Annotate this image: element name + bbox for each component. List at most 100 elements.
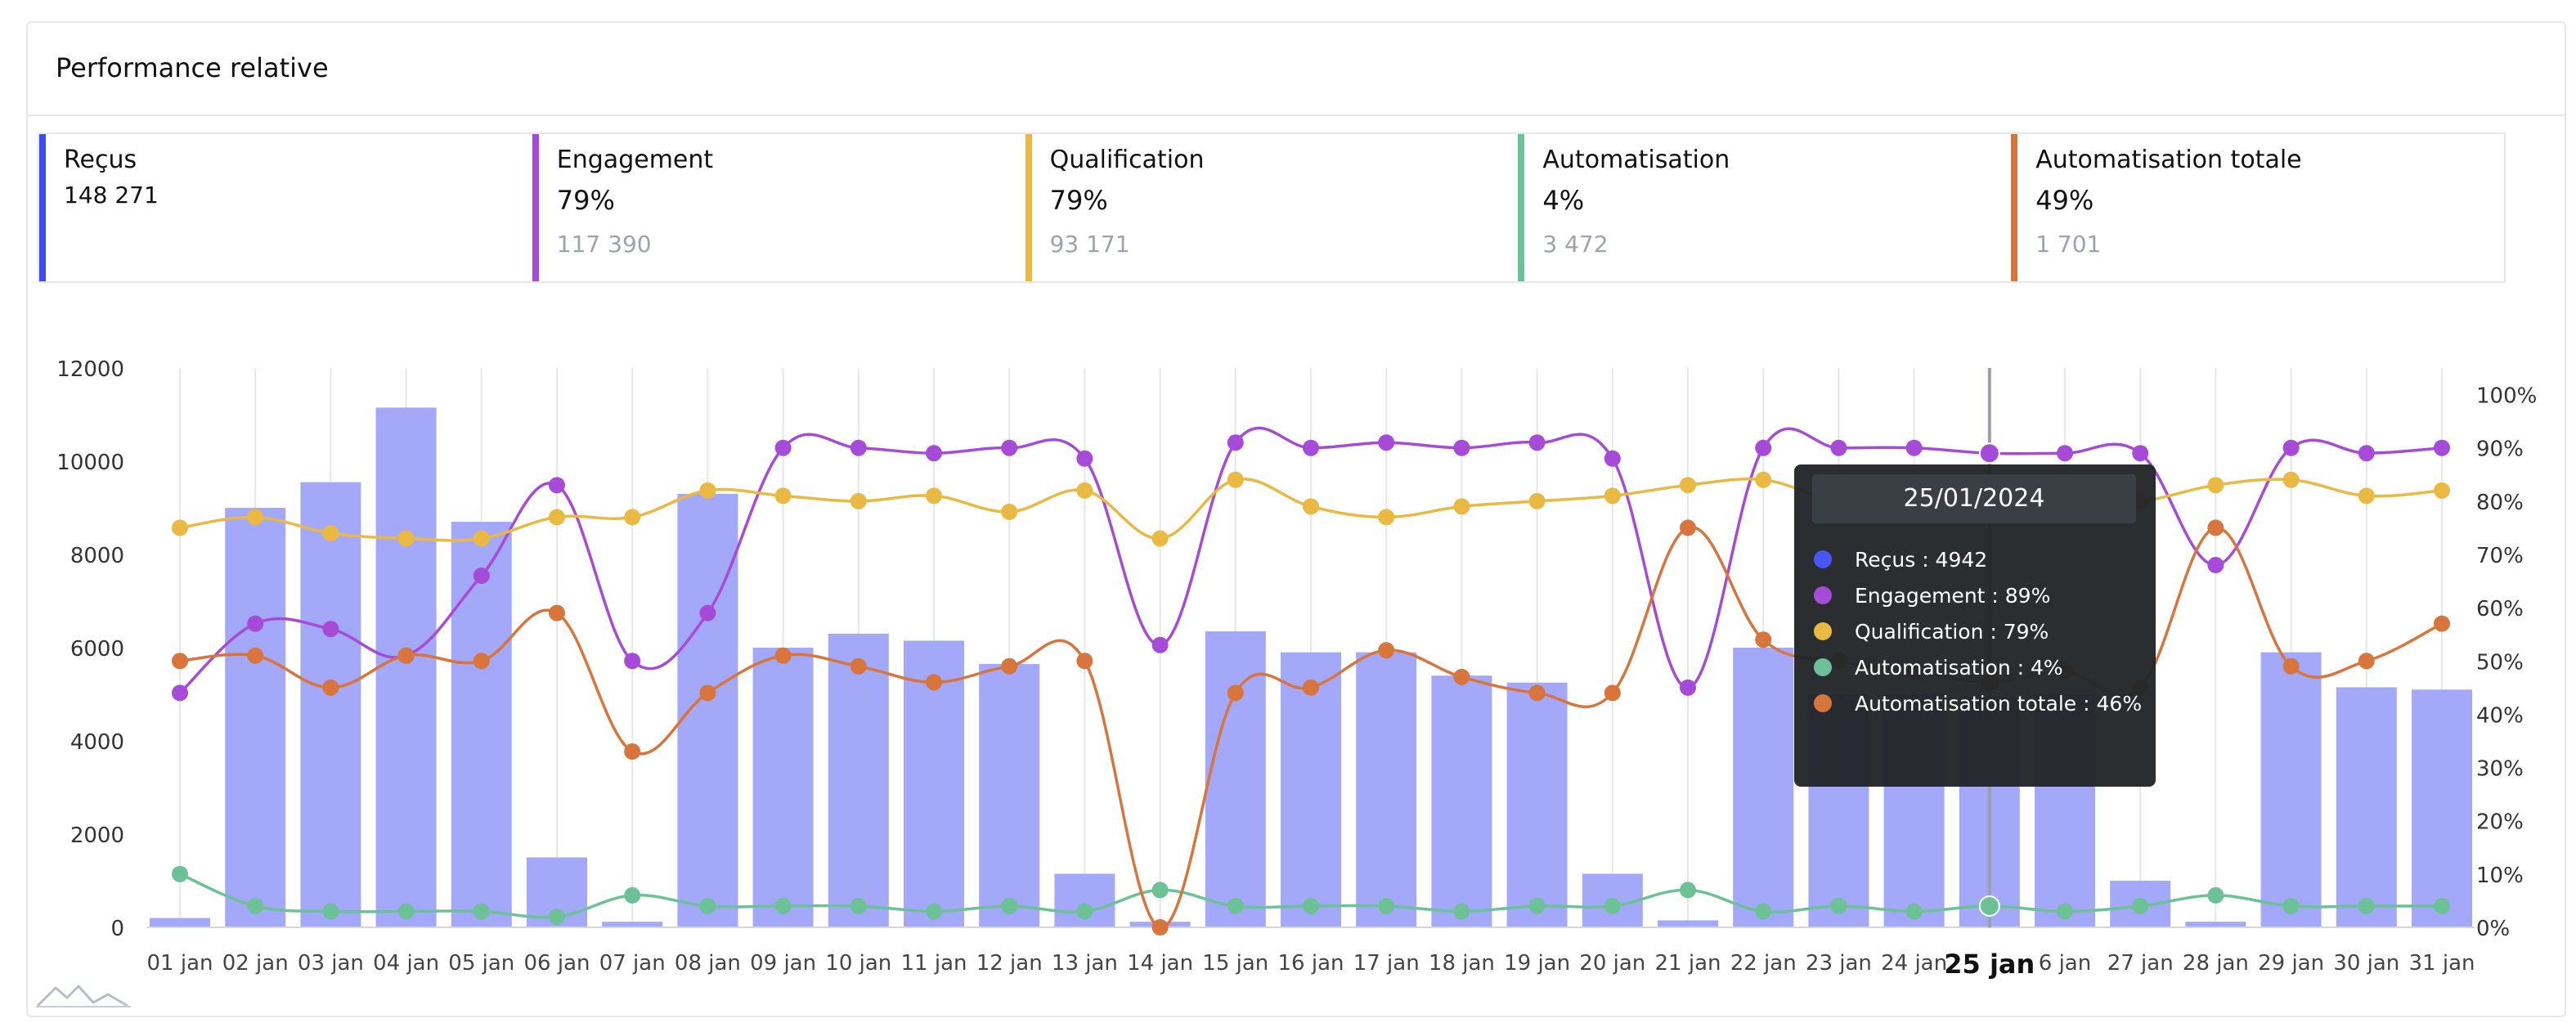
brand-logo-icon	[36, 985, 131, 1007]
stat-sub: 1 701	[2035, 231, 2102, 258]
data-point	[850, 897, 867, 914]
data-point	[397, 530, 415, 547]
data-point	[397, 647, 415, 664]
x-tick-label: 14 jan	[1127, 951, 1193, 976]
data-point	[1830, 897, 1847, 914]
data-point	[699, 482, 716, 499]
data-point	[2282, 439, 2300, 456]
data-point	[1303, 439, 1319, 456]
data-point	[1378, 897, 1395, 914]
tooltip-row-automatisation: Automatisation : 4%	[1814, 651, 2063, 684]
stat-label: Automatisation totale	[2035, 146, 2302, 174]
data-point	[172, 519, 188, 536]
data-point	[1076, 903, 1093, 920]
x-tick-label: 09 jan	[750, 951, 816, 976]
stat-automatisation-totale[interactable]: Automatisation totale 49% 1 701	[2011, 134, 2504, 281]
bar	[677, 493, 738, 927]
y-left-tick-label: 0	[110, 917, 124, 941]
data-point	[774, 647, 792, 664]
x-tick-label: 29 jan	[2258, 951, 2324, 976]
data-point	[1528, 492, 1546, 509]
data-point	[1303, 679, 1319, 696]
x-tick-label: 20 jan	[1579, 951, 1645, 976]
stat-engagement[interactable]: Engagement 79% 117 390	[532, 134, 1025, 281]
y-left-tick-label: 4000	[70, 730, 124, 755]
data-point	[322, 524, 339, 541]
data-point	[1001, 439, 1018, 456]
bar	[451, 522, 512, 927]
legend-dot-icon	[1814, 694, 1832, 712]
stat-qualification[interactable]: Qualification 79% 93 171	[1025, 134, 1519, 281]
x-tick-label: 03 jan	[298, 951, 364, 976]
legend-dot-icon	[1814, 658, 1832, 676]
data-point	[850, 657, 867, 675]
data-point	[247, 897, 264, 914]
stat-sub: 3 472	[1542, 231, 1609, 258]
data-point	[1227, 471, 1244, 488]
y-right-tick-label: 100%	[2476, 384, 2537, 409]
data-point	[624, 509, 641, 526]
data-point	[624, 653, 641, 670]
data-point	[1905, 439, 1923, 456]
data-point	[1528, 684, 1546, 702]
stat-label: Automatisation	[1542, 146, 1730, 174]
data-point	[2207, 557, 2224, 574]
bar	[375, 407, 437, 927]
data-point	[172, 653, 188, 670]
data-point	[2282, 897, 2300, 914]
data-point	[473, 653, 490, 670]
data-point	[699, 604, 716, 621]
bar	[1733, 648, 1794, 927]
x-tick-label: 08 jan	[675, 951, 741, 976]
data-point	[1001, 897, 1018, 914]
data-point	[322, 679, 339, 696]
bar	[2336, 687, 2397, 927]
tooltip-row-text: Reçus : 4942	[1855, 547, 1988, 572]
stat-value: 79%	[556, 185, 615, 216]
y-right-tick-label: 80%	[2476, 491, 2524, 515]
data-point	[1978, 442, 2000, 464]
data-point	[1453, 668, 1470, 685]
x-tick-label: 17 jan	[1353, 951, 1420, 976]
tooltip-row-automatisation-totale: Automatisation totale : 46%	[1814, 687, 2142, 720]
data-point	[1680, 477, 1696, 494]
stat-automatisation[interactable]: Automatisation 4% 3 472	[1518, 134, 2011, 281]
x-tick-label: 01 jan	[147, 951, 213, 976]
data-point	[172, 684, 188, 702]
data-point	[549, 908, 565, 925]
data-point	[1378, 434, 1395, 451]
tooltip-date: 25/01/2024	[1812, 474, 2136, 523]
data-point	[247, 509, 264, 526]
data-point	[2132, 445, 2149, 462]
tooltip-row-text: Engagement : 89%	[1855, 583, 2051, 608]
data-point	[1076, 450, 1093, 467]
data-point	[1680, 519, 1696, 536]
x-tick-label: 28 jan	[2183, 951, 2249, 976]
data-point	[2434, 439, 2450, 456]
x-tick-label: 04 jan	[373, 951, 439, 976]
tooltip-row-text: Qualification : 79%	[1855, 619, 2049, 644]
data-point	[1528, 897, 1546, 914]
y-right-tick-label: 30%	[2476, 757, 2524, 782]
data-point	[397, 903, 415, 920]
data-point	[850, 439, 867, 456]
data-point	[1227, 684, 1244, 702]
bar	[225, 508, 286, 927]
card-title: Performance relative	[56, 52, 329, 83]
data-point	[1604, 487, 1621, 505]
data-point	[926, 674, 942, 691]
stat-label: Qualification	[1049, 146, 1205, 174]
stat-sub: 93 171	[1049, 231, 1130, 258]
bar	[300, 482, 361, 927]
data-point	[1378, 642, 1395, 659]
x-tick-label: 16 jan	[1278, 951, 1344, 976]
x-tick-label: 11 jan	[901, 951, 967, 976]
tooltip-row-text: Automatisation totale : 46%	[1855, 691, 2143, 716]
stat-recus[interactable]: Reçus 148 271	[39, 134, 532, 281]
stat-label: Engagement	[556, 146, 714, 174]
x-tick-label: 10 jan	[825, 951, 891, 976]
data-point	[774, 439, 792, 456]
data-point	[473, 530, 490, 547]
data-point	[549, 509, 565, 526]
series-line	[178, 426, 2443, 694]
